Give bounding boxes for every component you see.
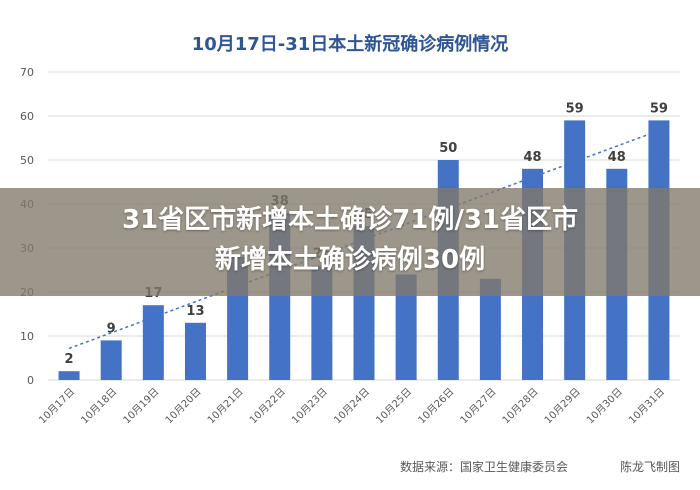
headline-line-1: 31省区市新增本土确诊71例/31省区市	[121, 205, 579, 235]
x-tick-label: 10月21日	[205, 386, 246, 427]
x-tick-label: 10月24日	[331, 386, 372, 427]
x-tick-label: 10月28日	[500, 386, 541, 427]
data-label: 48	[608, 150, 626, 165]
x-tick-label: 10月26日	[416, 386, 457, 427]
source-note: 数据来源：国家卫生健康委员会	[400, 460, 569, 474]
data-label: 59	[566, 101, 584, 116]
chart-title: 10月17日-31日本土新冠确诊病例情况	[191, 34, 509, 55]
headline-line-2: 新增本土确诊病例30例	[214, 245, 486, 275]
y-tick-label: 60	[20, 110, 34, 123]
y-tick-label: 70	[20, 66, 34, 79]
data-label: 2	[65, 352, 74, 367]
x-tick-label: 10月31日	[626, 386, 667, 427]
x-tick-label: 10月27日	[458, 386, 499, 427]
bar	[479, 278, 501, 380]
bar	[58, 371, 80, 380]
y-tick-label: 0	[27, 374, 34, 387]
bar	[142, 305, 164, 380]
x-tick-label: 10月17日	[37, 386, 78, 427]
credit-note: 陈龙飞制图	[620, 460, 681, 474]
data-label: 59	[650, 101, 668, 116]
bar	[100, 340, 122, 380]
x-tick-label: 10月29日	[542, 386, 583, 427]
headline-overlay	[0, 188, 700, 296]
x-tick-label: 10月19日	[121, 386, 162, 427]
x-tick-label: 10月20日	[163, 386, 204, 427]
y-tick-label: 50	[20, 154, 34, 167]
data-label: 50	[439, 141, 457, 156]
bar	[395, 274, 417, 380]
data-label: 9	[107, 321, 116, 336]
x-tick-label: 10月25日	[374, 386, 415, 427]
x-tick-label: 10月18日	[79, 386, 120, 427]
data-label: 48	[523, 150, 541, 165]
headline-text: 31省区市新增本土确诊71例/31省区市 新增本土确诊病例30例	[0, 200, 700, 280]
x-tick-label: 10月30日	[584, 386, 625, 427]
bar	[184, 322, 206, 380]
x-tick-label: 10月22日	[247, 386, 288, 427]
y-tick-label: 10	[20, 330, 34, 343]
x-tick-label: 10月23日	[289, 386, 330, 427]
data-label: 13	[186, 304, 204, 319]
